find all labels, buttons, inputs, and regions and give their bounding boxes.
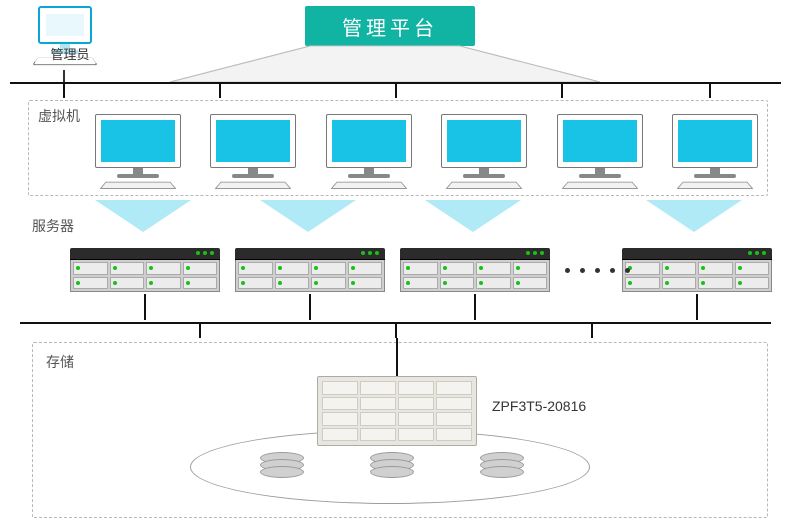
monitor-icon [441, 114, 527, 168]
monitor-icon [672, 114, 758, 168]
storage-model-label: ZPF3T5-20816 [492, 398, 586, 414]
storage-appliance [317, 376, 477, 446]
keyboard-icon [99, 182, 176, 189]
server-node [622, 248, 772, 292]
management-platform-label: 管理平台 [342, 12, 438, 41]
management-platform-badge: 管理平台 [305, 6, 475, 46]
disk-stack-icon [480, 452, 524, 478]
server-node [70, 248, 220, 292]
bus2-drop [199, 322, 201, 338]
vm-node [206, 114, 302, 186]
projection-beam [95, 200, 191, 232]
bus-drop [561, 82, 563, 98]
admin-label: 管理员 [35, 44, 105, 63]
server-node [235, 248, 385, 292]
monitor-icon [557, 114, 643, 168]
monitor-icon [38, 6, 92, 44]
server-node [400, 248, 550, 292]
server-connector [474, 294, 476, 320]
bus-drop [395, 82, 397, 98]
bus2-drop [395, 322, 397, 338]
storage-connector [396, 338, 398, 376]
monitor-icon [95, 114, 181, 168]
bus2-drop [591, 322, 593, 338]
monitor-icon [210, 114, 296, 168]
monitor-icon [326, 114, 412, 168]
storage-section-label: 存储 [46, 352, 74, 372]
vm-node [321, 114, 417, 186]
server-connector [309, 294, 311, 320]
vm-node [668, 114, 764, 186]
bus-drop [709, 82, 711, 98]
vm-node [437, 114, 533, 186]
bus-drop [63, 82, 65, 98]
disk-stack-icon [370, 452, 414, 478]
server-connector [696, 294, 698, 320]
bus-drop [219, 82, 221, 98]
keyboard-icon [330, 182, 407, 189]
projection-beam [425, 200, 521, 232]
server-section-label: 服务器 [32, 216, 74, 236]
vm-row [90, 112, 763, 186]
vm-node [90, 114, 186, 186]
server-connector [144, 294, 146, 320]
disk-stack-icon [260, 452, 304, 478]
keyboard-icon [215, 182, 292, 189]
projection-beam [260, 200, 356, 232]
projection-beam [646, 200, 742, 232]
vm-node [552, 114, 648, 186]
keyboard-icon [561, 182, 638, 189]
keyboard-icon [446, 182, 523, 189]
vm-group-label: 虚拟机 [38, 106, 80, 126]
perspective-plane [170, 46, 600, 82]
ellipsis-dots [565, 268, 630, 273]
admin-connector [63, 70, 65, 82]
